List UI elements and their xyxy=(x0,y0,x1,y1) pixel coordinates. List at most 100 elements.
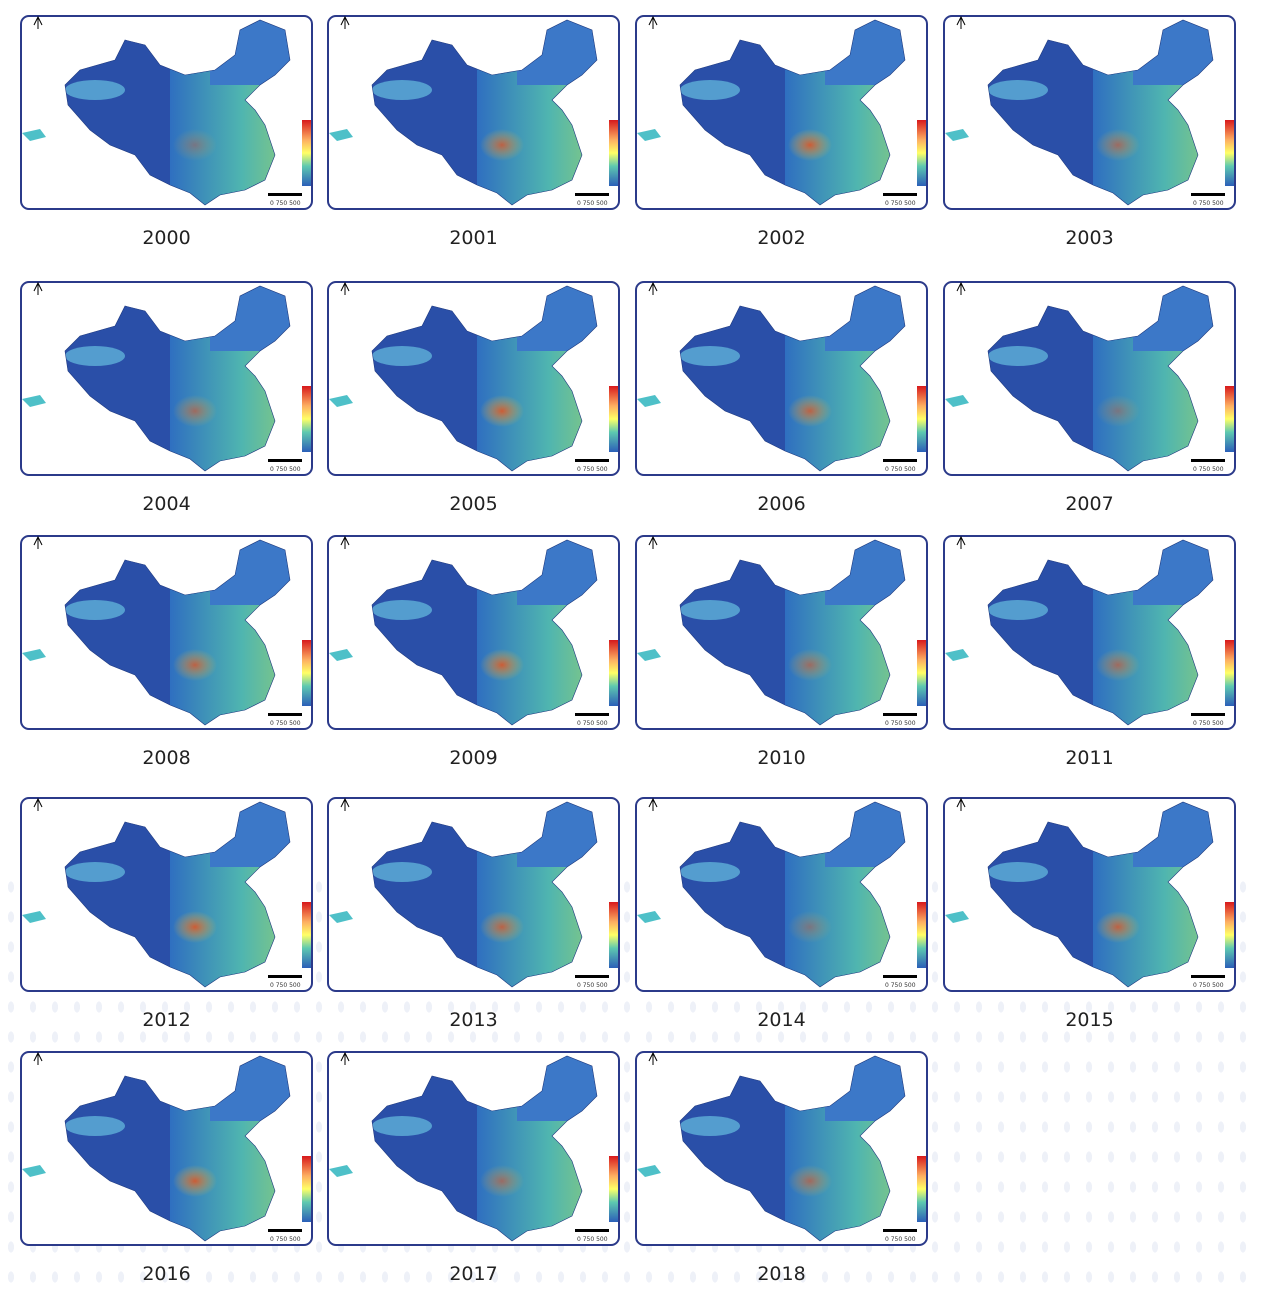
north-arrow xyxy=(956,797,966,811)
scale-label: 0 750 500 xyxy=(270,466,301,473)
north-arrow xyxy=(648,15,658,29)
map-panel: 0 750 500 xyxy=(327,281,620,476)
inset-land xyxy=(22,129,46,141)
north-arrow xyxy=(340,1051,350,1065)
inset-land xyxy=(22,395,46,407)
legend-bar xyxy=(302,120,311,186)
map: 0 750 500 xyxy=(635,281,928,476)
north-arrow xyxy=(956,281,966,295)
map: 0 750 500 xyxy=(20,535,313,730)
legend-bar xyxy=(917,640,926,706)
legend-bar xyxy=(917,386,926,452)
inset-land xyxy=(945,129,969,141)
north-arrow xyxy=(648,535,658,549)
legend-bar xyxy=(302,902,311,968)
inset-land xyxy=(22,911,46,923)
north-arrow xyxy=(956,535,966,549)
map-panel: 0 750 500 xyxy=(635,1051,928,1246)
year-label: 2014 xyxy=(757,1009,806,1031)
legend-bar xyxy=(917,120,926,186)
map-panel: 0 750 500 xyxy=(20,1051,313,1246)
map-panel: 0 750 500 xyxy=(635,535,928,730)
scale-bar xyxy=(268,459,302,462)
year-label: 2010 xyxy=(757,747,806,769)
legend-bar xyxy=(609,386,618,452)
north-arrow xyxy=(956,15,966,29)
scale-label: 0 750 500 xyxy=(885,466,916,473)
scale-label: 0 750 500 xyxy=(885,982,916,989)
scale-bar xyxy=(268,193,302,196)
scale-bar xyxy=(1191,459,1225,462)
scale-bar xyxy=(575,1229,609,1232)
map-panel: 0 750 500 xyxy=(20,281,313,476)
map-panel: 0 750 500 xyxy=(327,15,620,210)
scale-bar xyxy=(575,975,609,978)
map: 0 750 500 xyxy=(20,281,313,476)
map-panel: 0 750 500 xyxy=(20,15,313,210)
north-arrow xyxy=(648,1051,658,1065)
scale-label: 0 750 500 xyxy=(577,982,608,989)
scale-label: 0 750 500 xyxy=(270,720,301,727)
year-label: 2013 xyxy=(449,1009,498,1031)
inset-land xyxy=(637,911,661,923)
scale-bar xyxy=(883,713,917,716)
north-arrow xyxy=(648,797,658,811)
map: 0 750 500 xyxy=(327,535,620,730)
inset-land xyxy=(329,395,353,407)
scale-bar xyxy=(883,1229,917,1232)
inset-land xyxy=(329,129,353,141)
scale-bar xyxy=(1191,713,1225,716)
scale-label: 0 750 500 xyxy=(270,982,301,989)
map-panel: 0 750 500 xyxy=(635,15,928,210)
map: 0 750 500 xyxy=(635,797,928,992)
map: 0 750 500 xyxy=(635,535,928,730)
scale-label: 0 750 500 xyxy=(1193,200,1224,207)
year-label: 2016 xyxy=(142,1263,191,1285)
north-arrow xyxy=(33,797,43,811)
legend-bar xyxy=(302,1156,311,1222)
map: 0 750 500 xyxy=(943,15,1236,210)
inset-land xyxy=(329,911,353,923)
map-panel: 0 750 500 xyxy=(635,797,928,992)
scale-label: 0 750 500 xyxy=(1193,720,1224,727)
scale-bar xyxy=(575,713,609,716)
inset-land xyxy=(22,649,46,661)
year-label: 2017 xyxy=(449,1263,498,1285)
north-arrow xyxy=(33,1051,43,1065)
year-label: 2003 xyxy=(1065,227,1114,249)
map: 0 750 500 xyxy=(20,1051,313,1246)
north-arrow xyxy=(33,281,43,295)
map-panel: 0 750 500 xyxy=(327,1051,620,1246)
scale-bar xyxy=(268,713,302,716)
legend-bar xyxy=(302,386,311,452)
map: 0 750 500 xyxy=(20,797,313,992)
legend-bar xyxy=(1225,386,1234,452)
inset-land xyxy=(637,1165,661,1177)
scale-label: 0 750 500 xyxy=(270,1236,301,1243)
scale-label: 0 750 500 xyxy=(1193,466,1224,473)
inset-land xyxy=(637,649,661,661)
map-panel: 0 750 500 xyxy=(327,535,620,730)
map: 0 750 500 xyxy=(943,281,1236,476)
scale-label: 0 750 500 xyxy=(270,200,301,207)
north-arrow xyxy=(648,281,658,295)
scale-bar xyxy=(1191,193,1225,196)
legend-bar xyxy=(609,120,618,186)
map: 0 750 500 xyxy=(943,535,1236,730)
legend-bar xyxy=(917,902,926,968)
map: 0 750 500 xyxy=(635,1051,928,1246)
north-arrow xyxy=(340,281,350,295)
scale-label: 0 750 500 xyxy=(885,1236,916,1243)
scale-bar xyxy=(883,193,917,196)
map: 0 750 500 xyxy=(635,15,928,210)
year-label: 2004 xyxy=(142,493,191,515)
inset-land xyxy=(637,395,661,407)
scale-bar xyxy=(575,459,609,462)
inset-land xyxy=(945,395,969,407)
north-arrow xyxy=(33,535,43,549)
year-label: 2015 xyxy=(1065,1009,1114,1031)
map: 0 750 500 xyxy=(327,1051,620,1246)
year-label: 2007 xyxy=(1065,493,1114,515)
map-panel: 0 750 500 xyxy=(943,535,1236,730)
scale-label: 0 750 500 xyxy=(885,200,916,207)
